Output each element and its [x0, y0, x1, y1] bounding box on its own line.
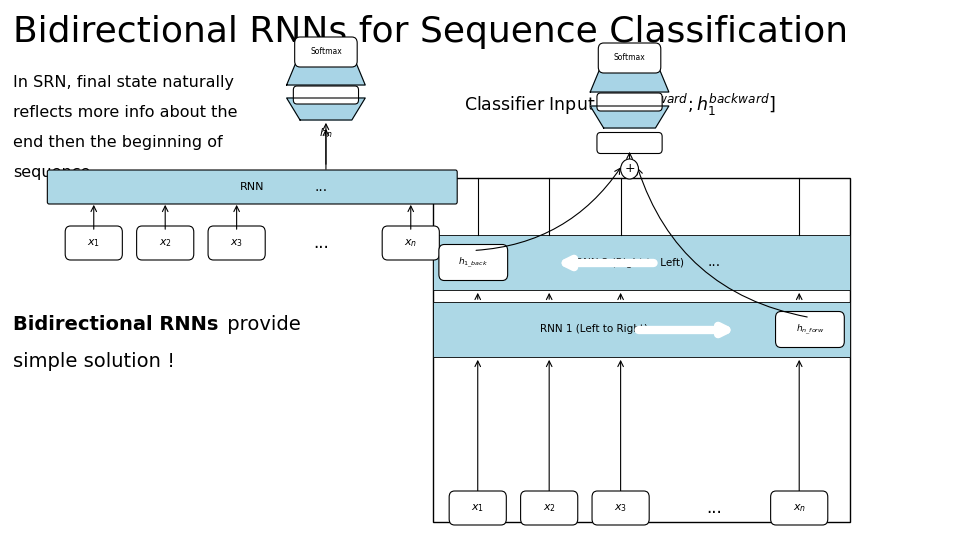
Text: $x_3$: $x_3$: [614, 502, 627, 514]
FancyBboxPatch shape: [449, 491, 506, 525]
FancyBboxPatch shape: [47, 170, 457, 204]
Text: Softmax: Softmax: [310, 48, 342, 57]
FancyBboxPatch shape: [776, 312, 844, 348]
Text: ...: ...: [708, 322, 721, 336]
Text: provide: provide: [222, 315, 301, 334]
FancyBboxPatch shape: [382, 226, 440, 260]
Text: Bidirectional RNNs: Bidirectional RNNs: [13, 315, 219, 334]
FancyBboxPatch shape: [771, 491, 828, 525]
FancyBboxPatch shape: [294, 86, 358, 104]
Text: $x_3$: $x_3$: [230, 237, 243, 249]
Text: $x_1$: $x_1$: [87, 237, 100, 249]
FancyBboxPatch shape: [433, 235, 851, 290]
Text: $h_n$: $h_n$: [320, 126, 333, 140]
Text: RNN: RNN: [240, 182, 265, 192]
Circle shape: [620, 159, 638, 179]
Polygon shape: [287, 98, 365, 120]
Text: $x_1$: $x_1$: [471, 502, 484, 514]
Text: RNN 2 (Right to Left): RNN 2 (Right to Left): [576, 258, 684, 267]
Text: simple solution !: simple solution !: [13, 352, 176, 371]
FancyBboxPatch shape: [208, 226, 265, 260]
Text: Classifier Input $= [h_n^{forward}; h_1^{backward}]$: Classifier Input $= [h_n^{forward}; h_1^…: [465, 92, 776, 118]
FancyBboxPatch shape: [439, 245, 508, 280]
Text: $x_2$: $x_2$: [158, 237, 172, 249]
Text: Bidirectional RNNs for Sequence Classification: Bidirectional RNNs for Sequence Classifi…: [13, 15, 849, 49]
Text: reflects more info about the: reflects more info about the: [13, 105, 238, 120]
FancyBboxPatch shape: [136, 226, 194, 260]
Polygon shape: [287, 57, 365, 85]
Text: sequence: sequence: [13, 165, 91, 180]
FancyBboxPatch shape: [598, 43, 660, 73]
Text: $x_n$: $x_n$: [793, 502, 805, 514]
Text: $h_{n\_forw}$: $h_{n\_forw}$: [796, 322, 825, 337]
Text: Softmax: Softmax: [613, 53, 645, 63]
Text: ...: ...: [315, 180, 328, 194]
FancyBboxPatch shape: [433, 178, 851, 522]
FancyBboxPatch shape: [65, 226, 122, 260]
Text: end then the beginning of: end then the beginning of: [13, 135, 223, 150]
Polygon shape: [590, 106, 669, 128]
FancyBboxPatch shape: [597, 132, 662, 153]
Text: $h_{1\_back}$: $h_{1\_back}$: [458, 255, 489, 270]
Text: RNN 1 (Left to Right): RNN 1 (Left to Right): [540, 325, 648, 334]
Text: +: +: [624, 163, 635, 176]
FancyBboxPatch shape: [597, 93, 662, 111]
Text: $x_2$: $x_2$: [542, 502, 556, 514]
Text: In SRN, final state naturally: In SRN, final state naturally: [13, 75, 234, 90]
FancyBboxPatch shape: [520, 491, 578, 525]
FancyBboxPatch shape: [295, 37, 357, 67]
Text: ...: ...: [708, 255, 721, 269]
Polygon shape: [590, 64, 669, 92]
Text: $x_n$: $x_n$: [404, 237, 418, 249]
Text: ...: ...: [314, 234, 329, 252]
Text: ...: ...: [707, 499, 722, 517]
FancyBboxPatch shape: [592, 491, 649, 525]
FancyBboxPatch shape: [433, 302, 851, 357]
